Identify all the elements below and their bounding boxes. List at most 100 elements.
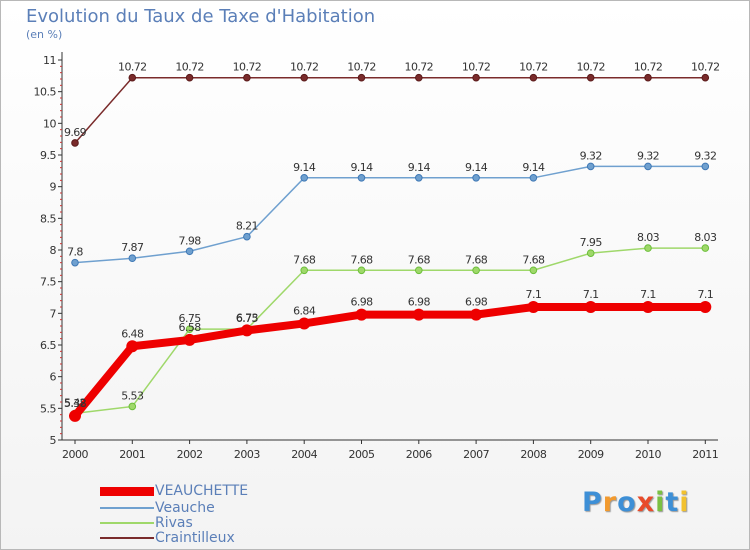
logo-letter: P — [582, 487, 603, 518]
data-point — [300, 174, 309, 182]
data-point — [644, 162, 652, 171]
legend-item-veauchette: VEAUCHETTE — [100, 484, 360, 498]
data-point — [357, 73, 366, 82]
data-label: 7.8 — [67, 246, 83, 259]
data-point — [701, 73, 710, 82]
data-point — [185, 325, 194, 333]
y-tick-label: 8.5 — [40, 212, 56, 225]
data-label: 9.69 — [64, 126, 87, 139]
x-tick-label: 2011 — [692, 448, 718, 461]
data-point — [185, 73, 194, 82]
data-point — [240, 324, 253, 337]
data-point — [415, 73, 423, 82]
data-label: 9.14 — [522, 161, 545, 174]
data-label: 6.84 — [293, 304, 316, 317]
data-point — [472, 174, 480, 182]
series-line-veauchette — [71, 303, 706, 419]
data-label: 9.32 — [637, 149, 659, 162]
y-tick-label: 9.5 — [40, 149, 56, 162]
data-label: 10.72 — [347, 61, 376, 74]
data-label: 6.75 — [236, 312, 259, 325]
data-point — [300, 266, 309, 275]
data-label: 6.98 — [350, 296, 373, 309]
y-tick-label: 7 — [50, 307, 57, 320]
chart-title: Evolution du Taux de Taxe d'Habitation — [26, 6, 376, 27]
legend-label: Rivas — [155, 515, 193, 531]
data-point — [357, 266, 366, 275]
data-point — [243, 232, 251, 241]
data-label: 6.98 — [408, 296, 431, 309]
data-point — [415, 266, 423, 275]
y-tick-label: 10 — [43, 117, 56, 130]
y-tick-label: 10.5 — [34, 86, 57, 99]
x-tick-label: 2009 — [578, 448, 604, 461]
data-point — [128, 254, 137, 263]
data-point — [584, 301, 597, 313]
y-tick-label: 6 — [50, 371, 57, 384]
legend-swatch — [100, 487, 154, 496]
x-tick-label: 2004 — [291, 448, 317, 461]
data-label: 8.21 — [236, 220, 258, 233]
data-point — [355, 308, 368, 321]
y-tick-label: 9 — [50, 181, 57, 194]
legend-swatch — [100, 507, 154, 509]
x-tick-label: 2002 — [177, 448, 203, 461]
logo-letter: o — [617, 487, 637, 518]
data-label: 5.38 — [64, 397, 87, 410]
data-label: 10.72 — [462, 61, 491, 74]
data-point — [185, 247, 194, 256]
data-point — [527, 301, 540, 313]
legend-label: Veauche — [155, 500, 215, 516]
data-point — [415, 174, 423, 182]
x-tick-label: 2007 — [463, 448, 489, 461]
data-label: 7.68 — [465, 253, 488, 266]
legend-item-craintilleux: Craintilleux — [100, 531, 360, 545]
data-label: 7.87 — [121, 241, 144, 254]
x-tick-label: 2008 — [520, 448, 546, 461]
data-point — [586, 73, 595, 82]
data-point — [69, 409, 81, 422]
x-tick-label: 2006 — [406, 448, 432, 461]
legend-swatch — [100, 522, 154, 524]
x-tick-label: 2003 — [234, 448, 260, 461]
data-point — [529, 73, 538, 82]
y-tick-label: 5.5 — [40, 402, 56, 415]
data-label: 7.68 — [293, 253, 316, 266]
data-point — [183, 333, 196, 346]
data-label: 10.72 — [519, 61, 548, 74]
y-tick-label: 11 — [43, 54, 56, 67]
x-tick-label: 2010 — [635, 448, 661, 461]
data-point — [412, 308, 425, 321]
data-label: 9.14 — [350, 161, 373, 174]
data-label: 7.68 — [522, 253, 545, 266]
data-label: 10.72 — [290, 61, 319, 74]
legend-item-veauche: Veauche — [100, 501, 360, 515]
data-point — [586, 162, 595, 171]
data-label: 10.72 — [691, 61, 720, 74]
data-point — [642, 301, 654, 313]
legend-label: Craintilleux — [155, 530, 235, 546]
x-tick-label: 2005 — [349, 448, 375, 461]
data-label: 8.03 — [694, 231, 717, 244]
data-label: 7.1 — [697, 288, 713, 301]
data-label: 7.98 — [179, 234, 202, 247]
data-label: 9.32 — [694, 149, 716, 162]
data-label: 7.95 — [580, 236, 603, 249]
proxiti-logo: Proxiti — [582, 487, 690, 518]
logo-letter: t — [665, 487, 680, 518]
data-point — [701, 162, 710, 171]
data-point — [298, 317, 311, 330]
legend-swatch — [100, 537, 154, 539]
data-label: 7.68 — [350, 253, 373, 266]
data-label: 6.48 — [121, 327, 144, 340]
data-label: 10.72 — [405, 61, 434, 74]
y-tick-label: 5 — [50, 434, 57, 447]
data-point — [470, 308, 483, 321]
data-label: 6.75 — [179, 312, 202, 325]
data-point — [472, 73, 480, 82]
data-point — [357, 174, 366, 182]
data-label: 7.68 — [408, 253, 431, 266]
data-label: 10.72 — [233, 61, 262, 74]
data-label: 10.72 — [576, 61, 605, 74]
